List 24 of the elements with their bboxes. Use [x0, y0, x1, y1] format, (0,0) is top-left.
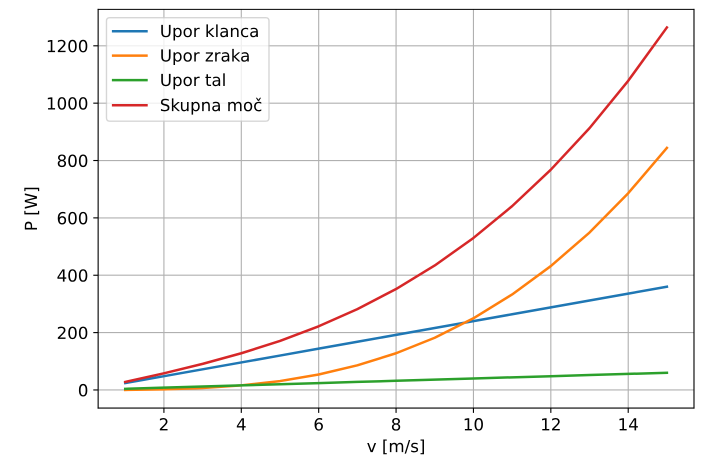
y-tick-label: 200 — [58, 326, 88, 340]
legend-label: Upor tal — [161, 73, 225, 90]
x-tick-label: 2 — [160, 418, 168, 430]
line-series — [124, 26, 668, 384]
y-tick-label: 1200 — [48, 40, 88, 52]
line-series — [124, 285, 668, 384]
legend-label: Upor klanca — [161, 24, 258, 41]
x-tick-label: 6 — [314, 418, 323, 431]
legend-label: Upor zraka — [161, 48, 249, 65]
x-axis-title: v [m/s] — [367, 439, 424, 454]
x-tick-label: 12 — [542, 418, 560, 430]
line-series — [124, 372, 668, 390]
y-tick-label: 600 — [58, 212, 88, 224]
legend-label: Skupna moč — [160, 98, 262, 115]
line-series — [124, 146, 668, 392]
y-axis-title: P [W] — [24, 188, 40, 230]
y-tick-label: 1000 — [48, 97, 88, 110]
x-tick-label: 8 — [392, 418, 400, 431]
y-tick-label: 400 — [57, 269, 88, 282]
x-tick-label: 4 — [236, 418, 246, 430]
y-tick-label: 0 — [78, 384, 88, 397]
y-tick-label: 800 — [58, 154, 88, 168]
x-tick-label: 10 — [464, 418, 483, 431]
x-tick-label: 14 — [619, 418, 638, 430]
